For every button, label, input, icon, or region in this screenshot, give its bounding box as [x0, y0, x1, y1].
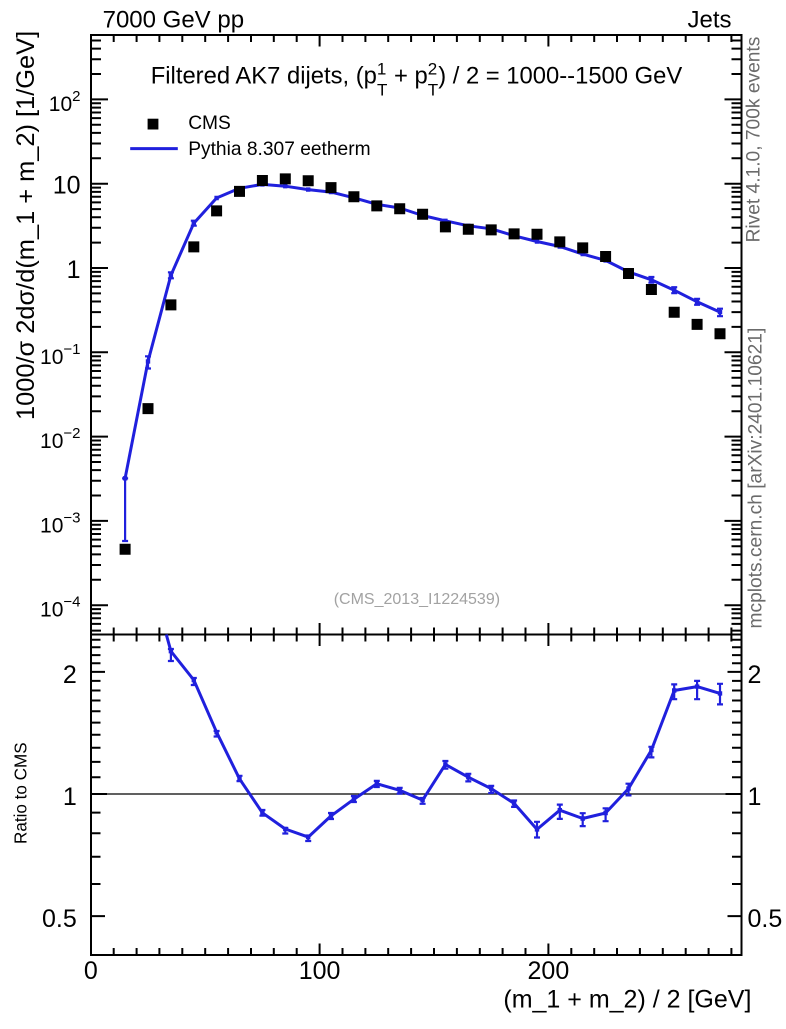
svg-text:100: 100 — [299, 957, 341, 985]
svg-text:Pythia 8.307 eetherm: Pythia 8.307 eetherm — [188, 139, 370, 160]
svg-text:7000 GeV pp: 7000 GeV pp — [103, 7, 244, 34]
svg-text:Jets: Jets — [687, 7, 731, 34]
svg-text:10−1: 10−1 — [40, 341, 80, 369]
svg-text:10: 10 — [53, 172, 81, 200]
svg-text:(m_1 + m_2) / 2 [GeV]: (m_1 + m_2) / 2 [GeV] — [503, 986, 751, 1014]
svg-text:0.5: 0.5 — [42, 905, 77, 933]
svg-text:0.5: 0.5 — [748, 905, 783, 933]
svg-text:Ratio to CMS: Ratio to CMS — [12, 742, 31, 844]
svg-text:200: 200 — [528, 957, 570, 985]
svg-text:1000/σ 2dσ/d(m_1 + m_2) [1/Ge: 1000/σ 2dσ/d(m_1 + m_2) [1/GeV] — [12, 31, 40, 420]
svg-text:1: 1 — [63, 783, 77, 811]
svg-text:10−3: 10−3 — [40, 509, 80, 537]
svg-text:1: 1 — [748, 783, 762, 811]
svg-text:Rivet 4.1.0, 700k events: Rivet 4.1.0, 700k events — [744, 37, 765, 243]
svg-text:0: 0 — [84, 957, 98, 985]
svg-text:CMS: CMS — [188, 113, 231, 134]
svg-text:1: 1 — [67, 256, 81, 284]
svg-text:2: 2 — [63, 661, 77, 689]
svg-text:mcplots.cern.ch [arXiv:2401.10: mcplots.cern.ch [arXiv:2401.10621] — [746, 328, 767, 629]
svg-text:2: 2 — [748, 661, 762, 689]
svg-text:(CMS_2013_I1224539): (CMS_2013_I1224539) — [334, 591, 500, 608]
